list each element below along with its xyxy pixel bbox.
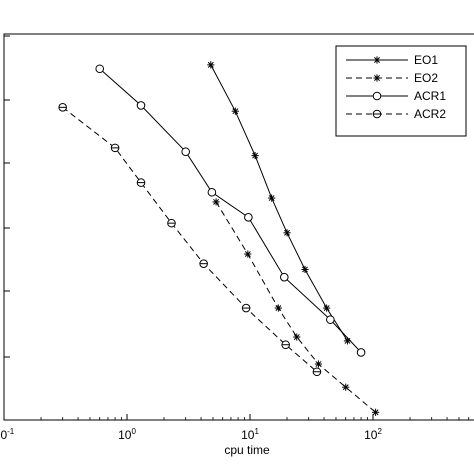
series-line bbox=[99, 68, 362, 353]
data-point bbox=[167, 218, 176, 228]
legend-label: EO2 bbox=[414, 71, 438, 85]
data-point bbox=[268, 194, 276, 202]
series-acr1 bbox=[95, 64, 366, 357]
series-line bbox=[62, 106, 318, 373]
data-point bbox=[356, 348, 366, 357]
series-line bbox=[210, 64, 348, 342]
data-point bbox=[323, 304, 331, 312]
data-point bbox=[283, 229, 291, 237]
data-point bbox=[372, 109, 382, 119]
x-axis-title: cpu time bbox=[224, 443, 270, 457]
x-tick-label: 102 bbox=[364, 427, 382, 442]
series-acr2 bbox=[58, 103, 322, 377]
data-point bbox=[199, 259, 208, 268]
data-point bbox=[207, 187, 217, 197]
x-tick-label: 101 bbox=[241, 427, 259, 442]
x-axis-ticks: 10-1 100 101 102 bbox=[0, 414, 470, 442]
data-point bbox=[95, 64, 105, 74]
x-tick-label: 100 bbox=[118, 427, 136, 442]
data-point bbox=[274, 304, 282, 312]
data-point bbox=[312, 367, 322, 377]
data-point bbox=[251, 151, 259, 160]
data-point bbox=[110, 143, 120, 153]
data-point bbox=[241, 303, 251, 313]
data-point bbox=[136, 101, 146, 110]
legend-item: EO1 bbox=[346, 53, 438, 67]
series-eo2 bbox=[212, 198, 380, 416]
data-point bbox=[181, 147, 190, 157]
data-point bbox=[293, 333, 301, 341]
data-point bbox=[244, 250, 252, 258]
data-point bbox=[314, 360, 323, 368]
data-point bbox=[231, 107, 239, 115]
legend-box bbox=[335, 45, 467, 137]
legend: EO1 EO2 ACR1 ACR2 bbox=[335, 45, 467, 137]
data-point bbox=[207, 61, 215, 69]
legend-label: EO1 bbox=[414, 53, 438, 67]
y-axis-ticks bbox=[4, 35, 10, 421]
data-point bbox=[244, 213, 253, 222]
data-point bbox=[373, 56, 381, 64]
series-layer bbox=[58, 61, 380, 416]
data-point bbox=[136, 178, 146, 187]
data-point bbox=[58, 103, 67, 112]
data-point bbox=[212, 198, 220, 206]
data-point bbox=[372, 408, 380, 416]
x-tick-label: 10-1 bbox=[0, 427, 15, 442]
data-point bbox=[301, 265, 309, 274]
data-point bbox=[342, 383, 350, 391]
legend-label: ACR1 bbox=[414, 89, 446, 103]
data-point bbox=[373, 74, 381, 82]
legend-item: ACR1 bbox=[346, 89, 446, 103]
data-point bbox=[279, 272, 289, 282]
legend-item: ACR2 bbox=[346, 107, 446, 121]
data-point bbox=[281, 340, 290, 350]
data-point bbox=[326, 315, 335, 324]
data-point bbox=[372, 91, 382, 101]
legend-label: ACR2 bbox=[414, 107, 446, 121]
legend-item: EO2 bbox=[346, 71, 438, 85]
